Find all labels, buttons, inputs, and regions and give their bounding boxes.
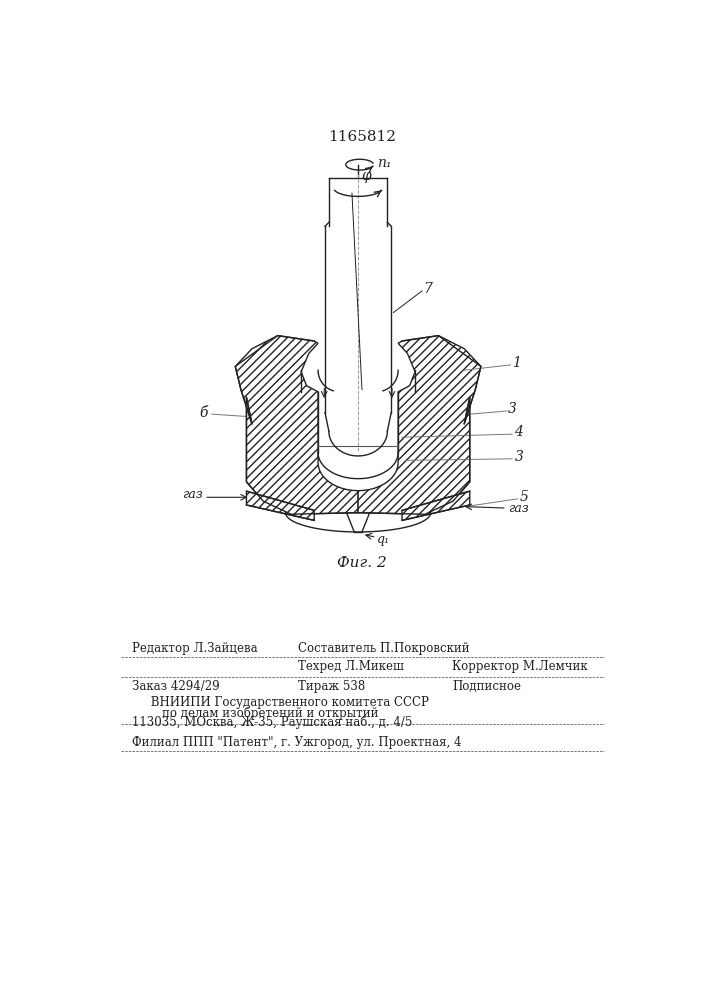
Text: ВНИИПИ Государственного комитета СССР: ВНИИПИ Государственного комитета СССР xyxy=(132,696,429,709)
Text: Заказ 4294/29: Заказ 4294/29 xyxy=(132,680,220,693)
Polygon shape xyxy=(358,336,481,514)
Text: q₁: q₁ xyxy=(378,533,390,546)
Text: по делам изобретений и открытий: по делам изобретений и открытий xyxy=(132,706,379,720)
Text: газ: газ xyxy=(508,502,529,515)
Text: φ: φ xyxy=(361,169,371,183)
Text: Фиг. 2: Фиг. 2 xyxy=(337,556,387,570)
Text: 7: 7 xyxy=(423,282,433,296)
Text: 3: 3 xyxy=(515,450,523,464)
Text: Корректор М.Лемчик: Корректор М.Лемчик xyxy=(452,660,588,673)
Text: 4: 4 xyxy=(515,425,523,439)
Text: 3: 3 xyxy=(508,402,517,416)
Text: 1: 1 xyxy=(512,356,521,370)
Text: n₁: n₁ xyxy=(377,156,391,170)
Text: б: б xyxy=(199,406,208,420)
Text: газ: газ xyxy=(182,488,203,501)
Text: Тираж 538: Тираж 538 xyxy=(298,680,366,693)
Text: 113035, МОсква, Ж-35, Раушская наб., д. 4/5: 113035, МОсква, Ж-35, Раушская наб., д. … xyxy=(132,715,413,729)
Text: Составитель П.Покровский: Составитель П.Покровский xyxy=(298,642,469,655)
Text: 5: 5 xyxy=(520,490,529,504)
Text: 1165812: 1165812 xyxy=(328,130,396,144)
Polygon shape xyxy=(247,491,314,520)
Text: Подписное: Подписное xyxy=(452,680,521,693)
Text: Филиал ППП "Патент", г. Ужгород, ул. Проектная, 4: Филиал ППП "Патент", г. Ужгород, ул. Про… xyxy=(132,736,462,749)
Polygon shape xyxy=(235,336,358,514)
Text: Техред Л.Микеш: Техред Л.Микеш xyxy=(298,660,404,673)
Polygon shape xyxy=(402,491,469,520)
Text: Редактор Л.Зайцева: Редактор Л.Зайцева xyxy=(132,642,258,655)
